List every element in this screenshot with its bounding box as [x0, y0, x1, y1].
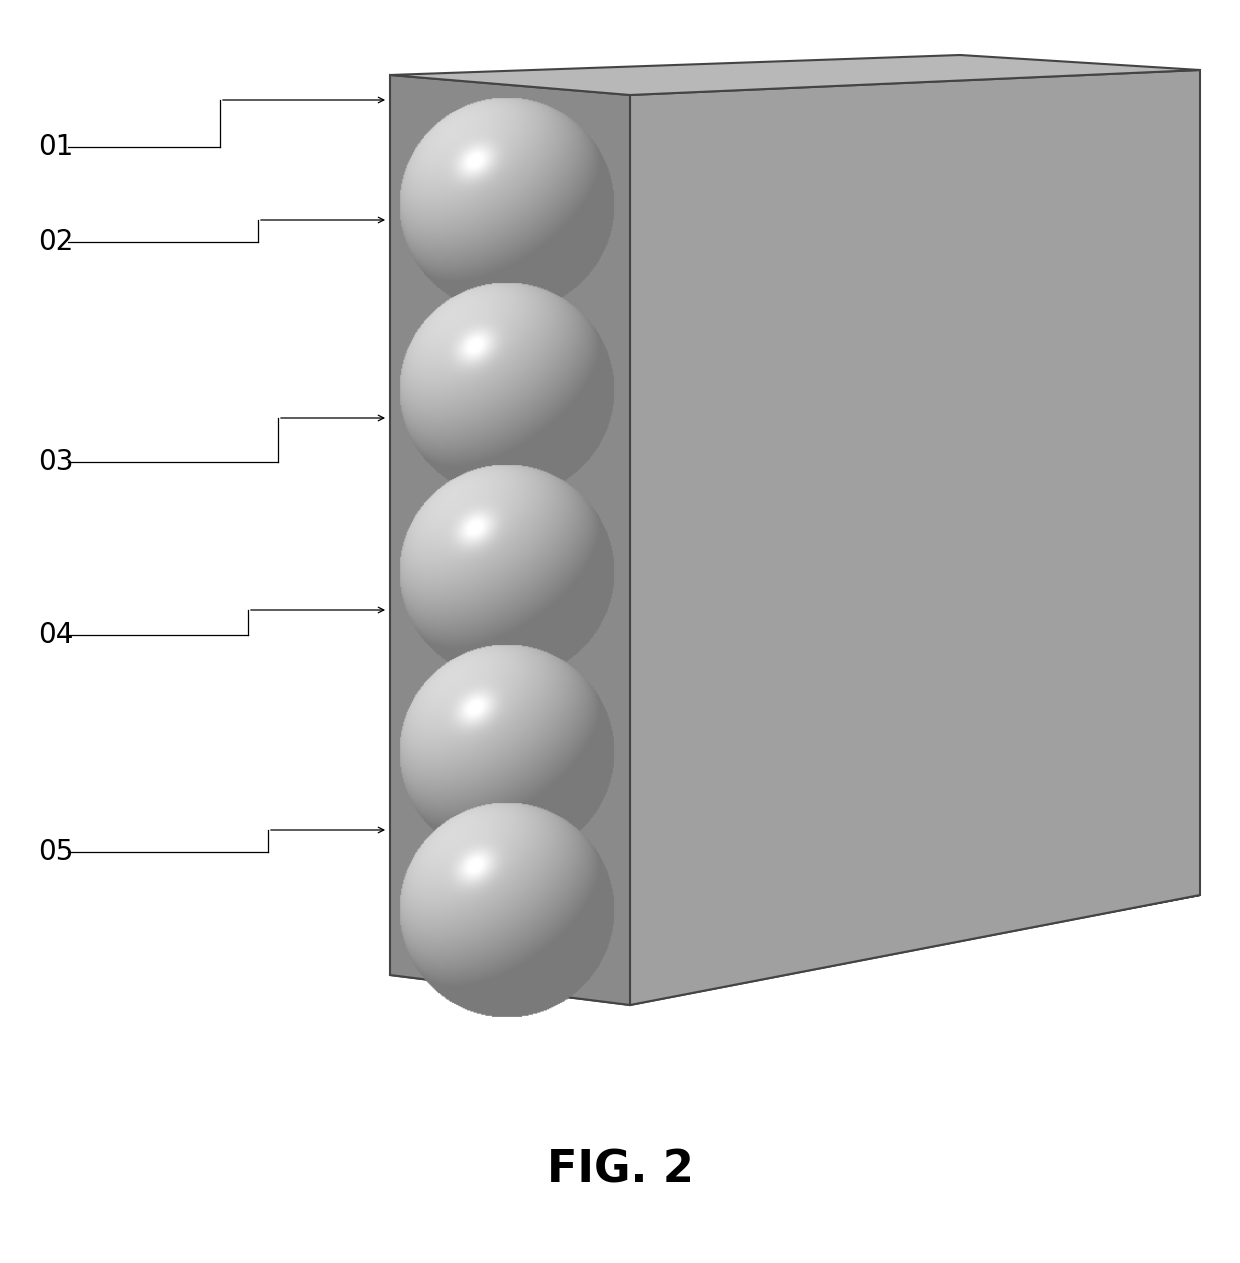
Text: 02: 02: [38, 229, 73, 256]
Polygon shape: [391, 56, 1200, 95]
Polygon shape: [391, 895, 1200, 1005]
Polygon shape: [391, 75, 630, 1005]
Text: 05: 05: [38, 837, 73, 866]
Text: 04: 04: [38, 621, 73, 649]
Text: 01: 01: [38, 133, 73, 160]
Text: FIG. 2: FIG. 2: [547, 1148, 693, 1191]
Polygon shape: [630, 69, 1200, 1005]
Text: 03: 03: [38, 448, 73, 476]
